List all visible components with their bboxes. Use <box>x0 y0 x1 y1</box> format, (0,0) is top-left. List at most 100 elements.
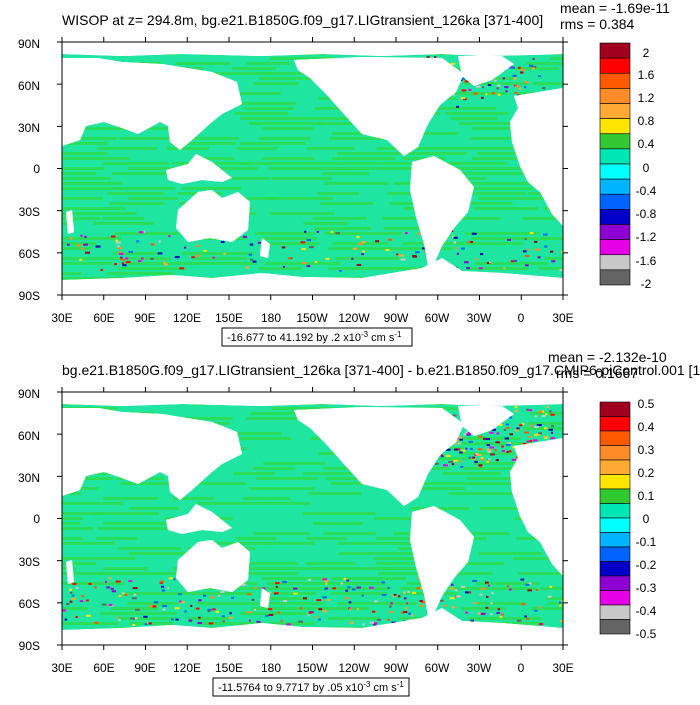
ocean-band <box>103 497 159 500</box>
colorbar-label-neg-0-3: -0.3 <box>636 581 657 595</box>
speckle <box>69 600 73 603</box>
ocean-band <box>338 552 419 555</box>
ocean-band <box>389 487 466 490</box>
speckle <box>400 258 406 261</box>
y-tick-90s: 90S <box>19 639 40 653</box>
ocean-band <box>62 562 96 565</box>
y-tick-60s: 60S <box>19 597 40 611</box>
speckle <box>521 422 525 425</box>
speckle <box>85 251 90 254</box>
speckle <box>463 261 469 264</box>
speckle <box>346 579 350 582</box>
speckle <box>318 618 321 621</box>
speckle <box>524 431 530 434</box>
speckle <box>282 600 288 603</box>
ocean-band <box>235 562 298 565</box>
speckle <box>479 253 484 256</box>
land-mask-north-america <box>294 407 464 506</box>
land-mask-australia <box>176 540 250 592</box>
x-tick-120w: 120W <box>338 661 370 675</box>
speckle <box>118 619 121 622</box>
speckle <box>377 618 382 621</box>
speckle <box>125 257 129 260</box>
speckle <box>536 424 542 427</box>
speckle <box>468 591 472 594</box>
speckle <box>453 236 458 239</box>
speckle <box>79 600 84 603</box>
speckle <box>301 262 307 265</box>
ocean-band <box>267 502 310 505</box>
speckle <box>69 588 73 591</box>
speckle <box>523 86 527 89</box>
speckle <box>268 613 274 616</box>
ocean-band <box>240 612 307 615</box>
speckle <box>525 583 530 586</box>
ocean-band <box>62 207 126 210</box>
speckle <box>468 456 471 459</box>
speckle <box>115 580 121 583</box>
speckle <box>454 589 458 592</box>
speckle <box>519 424 523 427</box>
speckle <box>71 597 77 600</box>
speckle <box>316 599 322 602</box>
speckle <box>101 603 107 606</box>
speckle <box>222 620 225 623</box>
speckle <box>452 414 457 417</box>
speckle <box>516 94 521 97</box>
speckle <box>474 460 478 463</box>
speckle <box>456 595 461 598</box>
ocean-band <box>190 482 247 485</box>
ocean-band <box>464 232 540 235</box>
ocean-band <box>107 192 165 195</box>
speckle <box>514 406 518 409</box>
ocean-band <box>319 202 374 205</box>
speckle <box>549 585 553 588</box>
speckle <box>538 75 541 78</box>
y-tick-90n: 90N <box>18 387 40 401</box>
ocean-band <box>306 537 348 540</box>
speckle <box>325 582 328 585</box>
speckle <box>121 592 125 595</box>
ocean-band <box>232 67 276 70</box>
ocean-band <box>62 622 119 625</box>
speckle <box>513 259 518 262</box>
speckle <box>516 427 520 430</box>
ocean-band <box>376 537 427 540</box>
speckle <box>248 253 253 256</box>
land-mask-antarctica <box>62 608 563 645</box>
colorbar-label-0-8: 0.8 <box>638 114 655 128</box>
ocean-band <box>103 567 148 570</box>
speckle <box>372 623 377 626</box>
speckle <box>358 242 363 245</box>
speckle <box>527 435 532 438</box>
ocean-band <box>62 522 81 525</box>
colorbar-label-0-1: 0.1 <box>638 489 655 503</box>
ocean-band <box>62 137 118 140</box>
land-mask-eurasia <box>62 408 242 500</box>
speckle <box>257 241 262 244</box>
ocean-band <box>236 537 277 540</box>
ocean-band <box>93 557 136 560</box>
x-tick-30e-end: 30E <box>552 661 573 675</box>
speckle <box>352 247 358 250</box>
speckle <box>381 581 386 584</box>
svg-text:-16.677 to 41.192 by .2 x10-3: -16.677 to 41.192 by .2 x10-3 cm s-1 <box>227 330 402 344</box>
ocean-band <box>238 102 297 105</box>
speckle <box>249 243 254 246</box>
ocean-band <box>318 122 383 125</box>
speckle <box>479 593 483 596</box>
speckle <box>356 586 361 589</box>
ocean-band <box>513 557 563 560</box>
ocean-band <box>62 167 105 170</box>
ocean-band <box>547 602 563 605</box>
speckle <box>104 580 108 583</box>
speckle <box>461 89 467 92</box>
speckle <box>520 578 525 581</box>
speckle <box>308 578 312 581</box>
speckle <box>458 436 463 439</box>
speckle <box>465 431 468 434</box>
ocean-band <box>109 202 165 205</box>
ocean-band <box>239 142 307 145</box>
ocean-band <box>478 167 540 170</box>
speckle <box>488 458 491 461</box>
